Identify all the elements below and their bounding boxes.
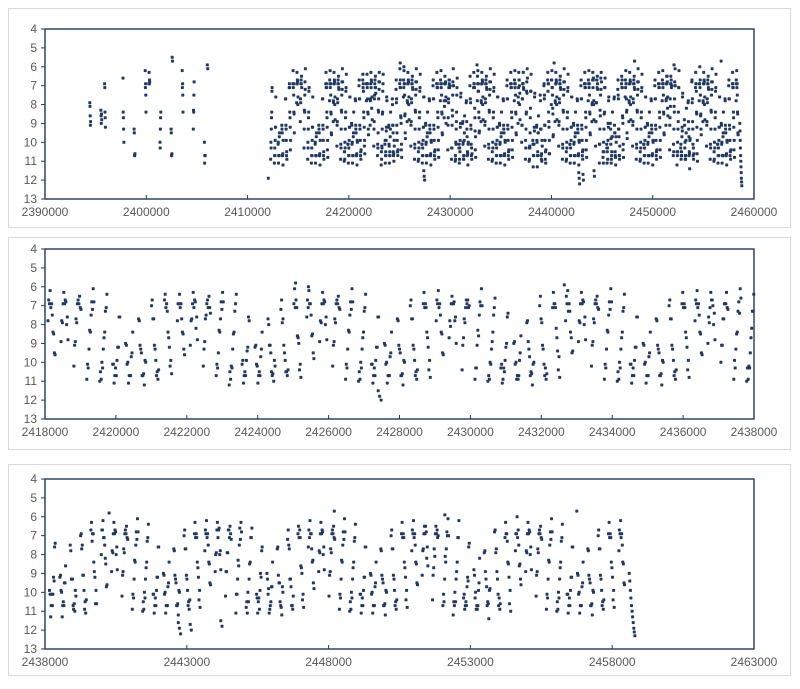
y-tick-label: 8: [30, 98, 37, 112]
y-tick-label: 9: [30, 566, 37, 580]
x-tick-label: 2458000: [589, 655, 636, 669]
x-tick-label: 2434000: [589, 425, 636, 439]
scatter-points-panel-2: [46, 281, 756, 402]
y-tick-label: 5: [30, 491, 37, 505]
y-tick-label: 13: [24, 412, 38, 426]
x-tick-label: 2400000: [123, 205, 170, 219]
y-tick-label: 12: [24, 393, 38, 407]
y-tick-label: 7: [30, 299, 37, 313]
x-tick-label: 2460000: [731, 205, 778, 219]
y-tick-label: 5: [30, 41, 37, 55]
y-tick-label: 9: [30, 116, 37, 130]
y-tick-label: 8: [30, 318, 37, 332]
x-tick-label: 2453000: [447, 655, 494, 669]
x-tick-label: 2436000: [660, 425, 707, 439]
y-tick-label: 11: [25, 374, 38, 388]
x-tick-label: 2426000: [305, 425, 352, 439]
y-tick-label: 6: [30, 280, 37, 294]
x-tick-label: 2424000: [234, 425, 281, 439]
x-tick-label: 2438000: [731, 425, 778, 439]
y-tick-label: 8: [30, 548, 37, 562]
chart-panel-2[interactable]: 4 5 6 7 8 9 10 11 12 13 2418000 2420000 2422000 24240…: [8, 237, 791, 450]
x-tick-label: 2430000: [447, 425, 494, 439]
x-tick-label: 2422000: [163, 425, 210, 439]
y-tick-label: 4: [30, 242, 37, 256]
chart-panel-3[interactable]: 4 5 6 7 8 9 10 11 12 13 2438000 2443000 2448000 24530…: [8, 464, 791, 676]
x-tick-label: 2450000: [629, 205, 676, 219]
y-tick-label: 7: [30, 529, 37, 543]
x-tick-label: 2420000: [93, 425, 140, 439]
y-tick-label: 12: [24, 173, 38, 187]
y-tick-label: 6: [30, 510, 37, 524]
x-tick-label: 2432000: [518, 425, 565, 439]
y-tick-label: 11: [25, 154, 38, 168]
y-tick-label: 13: [24, 192, 38, 206]
y-tick-label: 7: [30, 79, 37, 93]
chart-panel-1[interactable]: 4 5 6 7 8 9 10 11 12 13 2390000 2400000 2410000 24200…: [8, 8, 791, 228]
scatter-points-panel-1: [88, 55, 744, 188]
x-tick-label: 2443000: [163, 655, 210, 669]
y-tick-label: 12: [24, 623, 38, 637]
y-tick-label: 11: [25, 604, 38, 618]
y-tick-label: 6: [30, 60, 37, 74]
y-tick-label: 10: [24, 355, 38, 369]
x-tick-label: 2428000: [376, 425, 423, 439]
y-tick-label: 10: [24, 135, 38, 149]
x-tick-label: 2410000: [224, 205, 271, 219]
x-tick-label: 2463000: [731, 655, 778, 669]
x-tick-label: 2390000: [22, 205, 69, 219]
y-tick-label: 13: [24, 642, 38, 656]
y-tick-label: 9: [30, 336, 37, 350]
x-tick-label: 2418000: [22, 425, 69, 439]
x-tick-label: 2448000: [305, 655, 352, 669]
y-tick-label: 10: [24, 585, 38, 599]
x-tick-label: 2438000: [22, 655, 69, 669]
y-tick-label: 4: [30, 472, 37, 486]
x-tick-label: 2420000: [325, 205, 372, 219]
y-tick-label: 4: [30, 22, 37, 36]
x-tick-label: 2430000: [427, 205, 474, 219]
y-tick-label: 5: [30, 261, 37, 275]
scatter-points-panel-3: [48, 509, 637, 638]
x-tick-label: 2440000: [528, 205, 575, 219]
